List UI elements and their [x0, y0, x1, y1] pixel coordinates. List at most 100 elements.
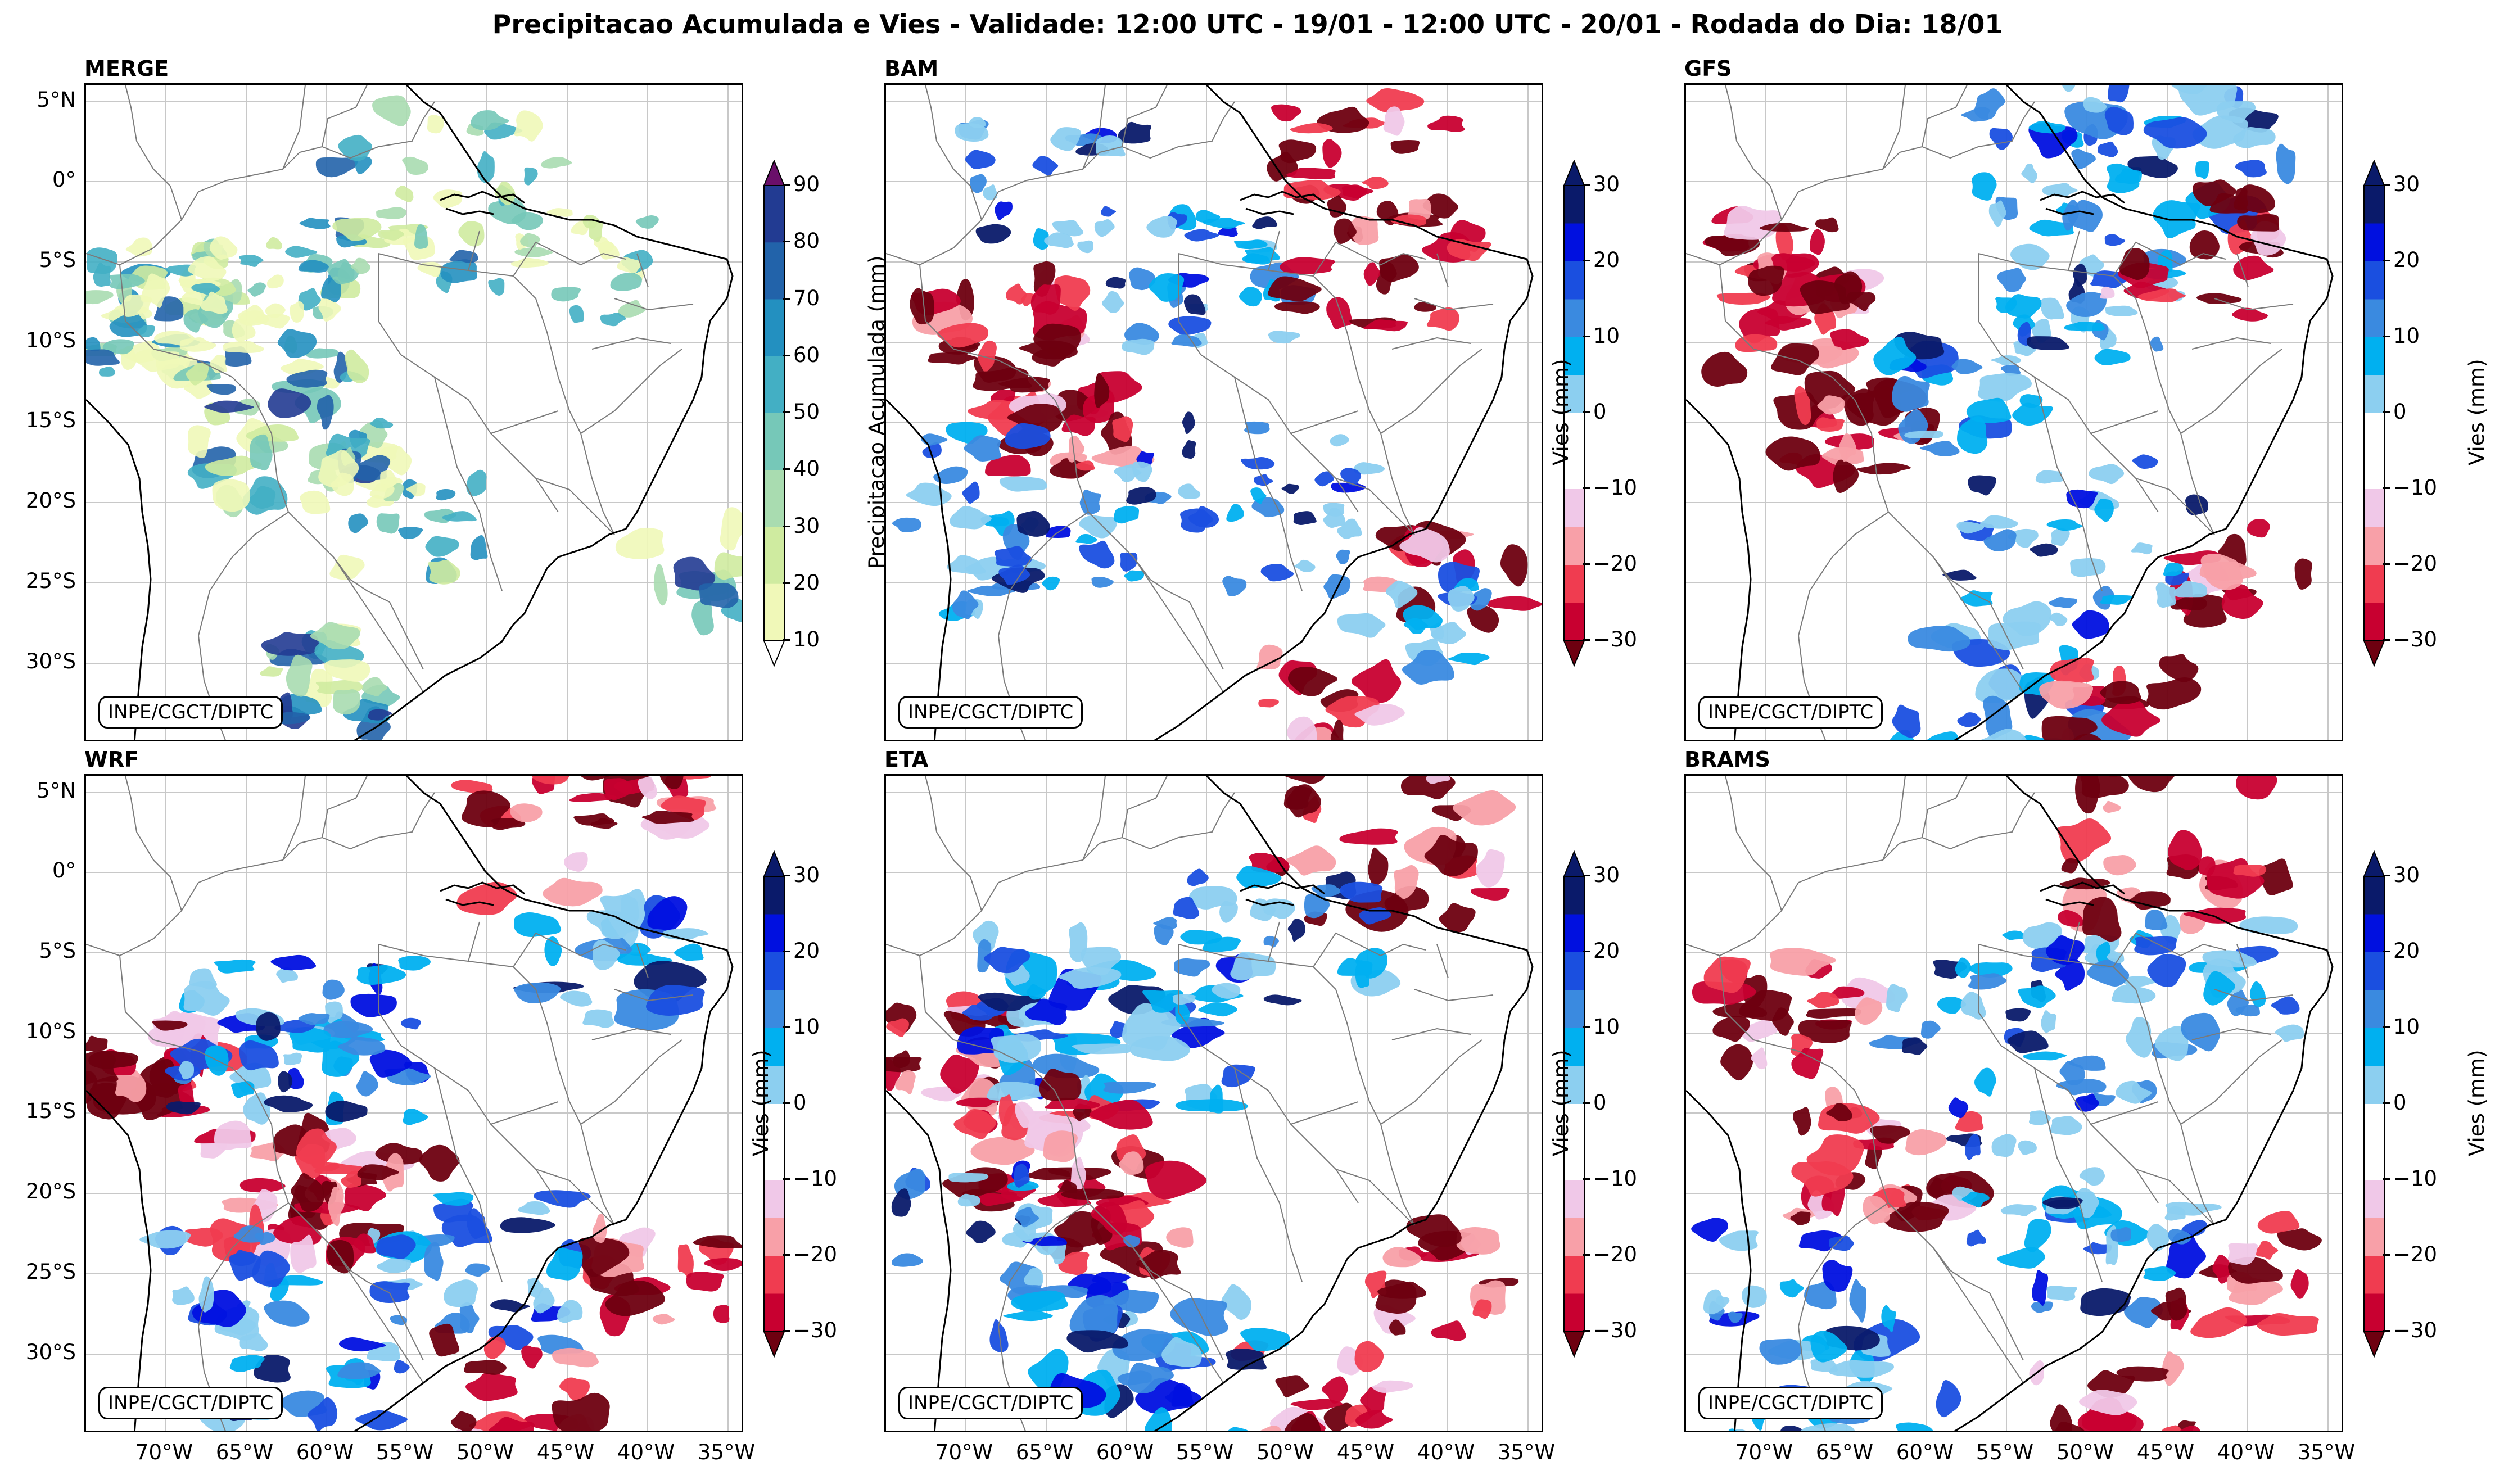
- field-cell: [2231, 307, 2268, 322]
- border-line: [490, 1101, 615, 1226]
- field-cell: [338, 1337, 386, 1352]
- colorbar-tick-label: 90: [793, 172, 820, 196]
- field-cell: [1884, 1201, 1949, 1232]
- field-cell: [200, 291, 228, 314]
- coastline: [86, 776, 734, 1431]
- map-panel-eta: INPE/CGCT/DIPTC: [884, 774, 1543, 1432]
- colorbar-tick: [2383, 1026, 2390, 1028]
- field-cell: [500, 1217, 555, 1233]
- field-cell: [1025, 998, 1068, 1025]
- field-cell: [2107, 85, 2130, 103]
- field-cell: [720, 507, 742, 551]
- field-cell: [2082, 97, 2107, 113]
- colorbar-band: [1564, 337, 1584, 375]
- field-cell: [1341, 184, 1368, 199]
- field-cell: [600, 313, 626, 327]
- field-cell: [551, 287, 581, 302]
- field-cell: [1712, 1016, 1750, 1042]
- field-cell: [1828, 1236, 1855, 1251]
- field-cell: [2087, 958, 2130, 987]
- field-cell: [1058, 967, 1122, 989]
- colorbar-tick: [2383, 1102, 2390, 1104]
- border-line: [490, 410, 615, 535]
- field-cell: [86, 349, 120, 366]
- border-line: [1933, 1247, 2024, 1361]
- field-cell: [1920, 1020, 1941, 1039]
- border-line: [1719, 264, 2024, 693]
- field-cell: [1043, 1130, 1078, 1162]
- colorbar-band: [2364, 1104, 2384, 1142]
- field-cell: [183, 309, 209, 333]
- border-line: [2090, 1101, 2215, 1226]
- border-line: [2180, 1039, 2282, 1226]
- field-cell: [239, 1040, 279, 1071]
- colorbar-band: [1564, 952, 1584, 990]
- field-cell: [1006, 283, 1027, 305]
- field-cell: [1240, 1328, 1290, 1351]
- field-cell: [2247, 519, 2270, 538]
- field-cell: [580, 776, 612, 781]
- coastline: [440, 191, 525, 215]
- colorbar-tick: [783, 1026, 790, 1028]
- field-cell: [178, 1061, 195, 1080]
- field-cell: [1804, 1281, 1837, 1310]
- field-cell: [419, 1144, 460, 1182]
- field-cell: [278, 1071, 293, 1093]
- colorbar-tick: [1583, 260, 1590, 261]
- field-cell: [1075, 460, 1096, 471]
- colorbar-tick-label: 20: [2393, 939, 2420, 963]
- field-cell: [372, 95, 411, 126]
- field-cell: [933, 466, 968, 484]
- field-cell: [2168, 830, 2202, 870]
- field-cell: [618, 300, 646, 318]
- field-cell: [1719, 1230, 1759, 1251]
- field-cell: [995, 201, 1013, 220]
- field-cell: [333, 689, 360, 715]
- field-cell: [2218, 533, 2247, 568]
- field-cell: [1363, 319, 1408, 332]
- country-state-borders: [86, 776, 694, 1431]
- field-cell: [2124, 1297, 2163, 1328]
- field-cell: [264, 1300, 310, 1327]
- field-cell: [1079, 515, 1117, 539]
- field-cell: [2146, 1224, 2170, 1252]
- field-cell: [323, 1021, 373, 1038]
- field-cell: [2028, 120, 2066, 134]
- border-line: [282, 776, 368, 861]
- border-line: [1882, 776, 1968, 861]
- colorbar-tick-label: −30: [793, 1318, 838, 1342]
- colorbar-band: [1564, 223, 1584, 262]
- field-cell: [350, 993, 397, 1017]
- border-line: [1380, 349, 1482, 535]
- field-cell: [2189, 230, 2220, 260]
- colorbar-band: [1564, 1142, 1584, 1180]
- field-cell: [1500, 544, 1528, 587]
- field-cell: [2066, 489, 2098, 509]
- field-cell: [1219, 901, 1238, 923]
- border-line: [282, 85, 368, 170]
- field-cell: [1806, 1134, 1864, 1176]
- field-cell: [1960, 992, 1986, 1020]
- field-cell: [2221, 583, 2263, 619]
- field-cell: [2018, 985, 2056, 1008]
- field-cell: [395, 185, 414, 203]
- graticule: [86, 85, 742, 740]
- field-cell: [1228, 1427, 1248, 1431]
- colorbar-band: [764, 1028, 784, 1066]
- field-cell: [586, 910, 637, 939]
- lon-tick-label: 70°W: [1735, 1440, 1793, 1464]
- field-cell: [356, 965, 406, 985]
- field-cell: [2227, 1243, 2258, 1265]
- field-cell: [212, 479, 250, 512]
- field-cell: [2104, 106, 2134, 135]
- field-cell: [1385, 580, 1418, 609]
- field-cell: [260, 666, 283, 677]
- field-cell: [2032, 1270, 2049, 1306]
- colorbar-extend-max: [1563, 850, 1585, 877]
- field-cell: [542, 877, 603, 907]
- field-cell: [641, 811, 695, 824]
- field-cell: [329, 554, 365, 580]
- border-line: [1082, 776, 1168, 861]
- field-cell: [283, 1052, 302, 1066]
- border-line: [378, 254, 559, 513]
